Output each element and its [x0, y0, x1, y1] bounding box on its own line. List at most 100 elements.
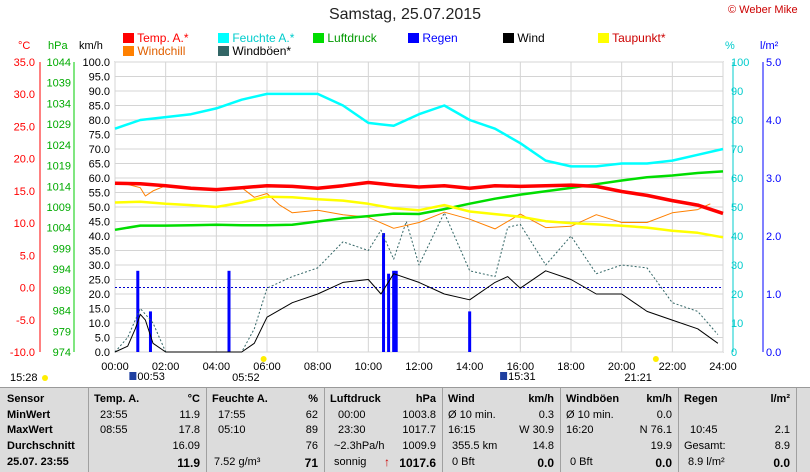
- legend-label: Luftdruck: [327, 31, 377, 45]
- temperature-series-line: [114, 180, 724, 216]
- hum-value: 62: [305, 409, 318, 421]
- legend-item-feuchte: Feuchte A.*: [218, 31, 294, 45]
- gust-value: 0.0: [655, 456, 672, 470]
- sunset-time: 21:21: [624, 372, 652, 384]
- tick-label-kmh: 85.0: [89, 101, 110, 113]
- hum-value: 76: [305, 440, 318, 452]
- tick-label-rain: 0.0: [766, 347, 781, 359]
- table-divider: [206, 388, 207, 472]
- legend-swatch: [123, 33, 134, 43]
- table-divider: [796, 388, 797, 472]
- table-divider: [88, 388, 89, 472]
- tick-label-hpa: 984: [53, 306, 71, 318]
- tick-label-temp: 10.0: [14, 218, 35, 230]
- header-rain: Regen: [684, 393, 718, 405]
- legend-swatch: [313, 33, 324, 43]
- wind-value: 14.8: [532, 440, 554, 452]
- tick-label-time: 00:00: [101, 361, 129, 373]
- tick-label-kmh: 10.0: [89, 318, 110, 330]
- legend-label: Feuchte A.*: [232, 31, 295, 45]
- weather-chart: 35.0 30.0 25.0 20.0 15.0 10.0 5.0 0.0 -5.0 -10.0 1…: [10, 57, 781, 384]
- legend-item-regen: Regen: [408, 31, 458, 45]
- tick-label-kmh: 55.0: [89, 188, 110, 200]
- moonset-time: 15:31: [508, 371, 536, 383]
- tick-label-temp: 5.0: [20, 250, 35, 262]
- tick-label-rain: 2.0: [766, 231, 781, 243]
- gust-value: 19.9: [650, 440, 672, 452]
- legend-swatch: [503, 33, 514, 43]
- tick-label-kmh: 5.0: [95, 333, 110, 345]
- tick-label-time: 24:00: [709, 361, 737, 373]
- axis-unit-hpa: hPa: [48, 40, 68, 52]
- temp-value: 11.9: [179, 409, 200, 421]
- tick-label-hpa: 979: [53, 326, 71, 338]
- row-label: MinWert: [7, 409, 51, 421]
- humidity-series-line: [114, 92, 724, 168]
- copyright-label: © Weber Mike: [728, 4, 798, 16]
- tick-label-hpa: 1009: [47, 202, 71, 214]
- tick-label-pct: 70: [731, 144, 743, 156]
- legend-label: Windböen*: [232, 44, 292, 58]
- tick-label-kmh: 50.0: [89, 202, 110, 214]
- rain-value: 0.0: [773, 456, 790, 470]
- legend-item-temp: Temp. A.*: [123, 31, 188, 45]
- tick-label-pct: 20: [731, 289, 743, 301]
- tick-label-time: 20:00: [608, 361, 636, 373]
- tick-label-temp: 15.0: [14, 186, 35, 198]
- tick-label-pct: 80: [731, 115, 743, 127]
- tick-label-time: 16:00: [507, 361, 535, 373]
- tick-label-hpa: 974: [53, 347, 71, 359]
- wind-detail: Ø 10 min.: [448, 409, 496, 421]
- hum-value: 89: [305, 424, 318, 436]
- tick-label-kmh: 80.0: [89, 115, 110, 127]
- tick-label-kmh: 25.0: [89, 275, 110, 287]
- tick-label-kmh: 35.0: [89, 246, 110, 258]
- press-time: 00:00: [338, 409, 366, 421]
- press-value: 1017.7: [402, 424, 436, 436]
- tick-label-time: 18:00: [557, 361, 585, 373]
- moonrise-time: 00:53: [137, 371, 165, 383]
- header-temp-unit: °C: [187, 393, 200, 405]
- temp-time: 23:55: [100, 409, 128, 421]
- tick-label-kmh: 70.0: [89, 144, 110, 156]
- tick-label-hpa: 1019: [47, 161, 71, 173]
- tick-label-kmh: 20.0: [89, 289, 110, 301]
- header-press-unit: hPa: [415, 393, 436, 405]
- temp-value: 17.8: [178, 424, 200, 436]
- hum-abs: 7.52 g/m³: [214, 456, 261, 468]
- header-temp: Temp. A.: [94, 393, 140, 405]
- table-divider: [678, 388, 679, 472]
- legend-label: Temp. A.*: [137, 31, 189, 45]
- wind-detail: 355.5 km: [452, 440, 498, 452]
- tick-label-temp: 25.0: [14, 121, 35, 133]
- rain-value: 8.9: [774, 440, 790, 452]
- tick-label-time: 12:00: [405, 361, 433, 373]
- rain-detail: 8.9 l/m²: [688, 456, 725, 468]
- gust-value: N 76.1: [639, 424, 672, 436]
- rain-bar: [227, 270, 231, 352]
- tick-label-hpa: 1039: [47, 78, 71, 90]
- header-gust-unit: km/h: [646, 393, 672, 405]
- wind-series-line: [114, 270, 719, 353]
- sun-time-left: 15:28: [10, 372, 38, 384]
- tick-label-hpa: 1024: [47, 140, 71, 152]
- tick-label-time: 04:00: [203, 361, 231, 373]
- gust-detail: Ø 10 min.: [566, 409, 614, 421]
- axis-unit-rain: l/m²: [760, 40, 779, 52]
- moonset-icon: [500, 372, 508, 380]
- tick-label-rain: 5.0: [766, 57, 781, 69]
- legend-swatch: [218, 46, 229, 56]
- legend-label: Windchill: [137, 44, 186, 58]
- press-value: 1003.8: [402, 409, 436, 421]
- header-hum: Feuchte A.: [212, 393, 268, 405]
- legend-item-luftdruck: Luftdruck: [313, 31, 377, 45]
- wind-value: 0.0: [537, 456, 554, 470]
- tick-label-pct: 30: [731, 260, 743, 272]
- sunrise-icon: [260, 356, 267, 362]
- tick-label-temp: -10.0: [10, 347, 35, 359]
- rain-bar: [468, 311, 472, 352]
- tick-label-hpa: 1004: [47, 223, 71, 235]
- rain-detail: 10:45: [690, 424, 718, 436]
- press-value: 1009.9: [402, 440, 436, 452]
- rain-value: 2.1: [774, 424, 790, 436]
